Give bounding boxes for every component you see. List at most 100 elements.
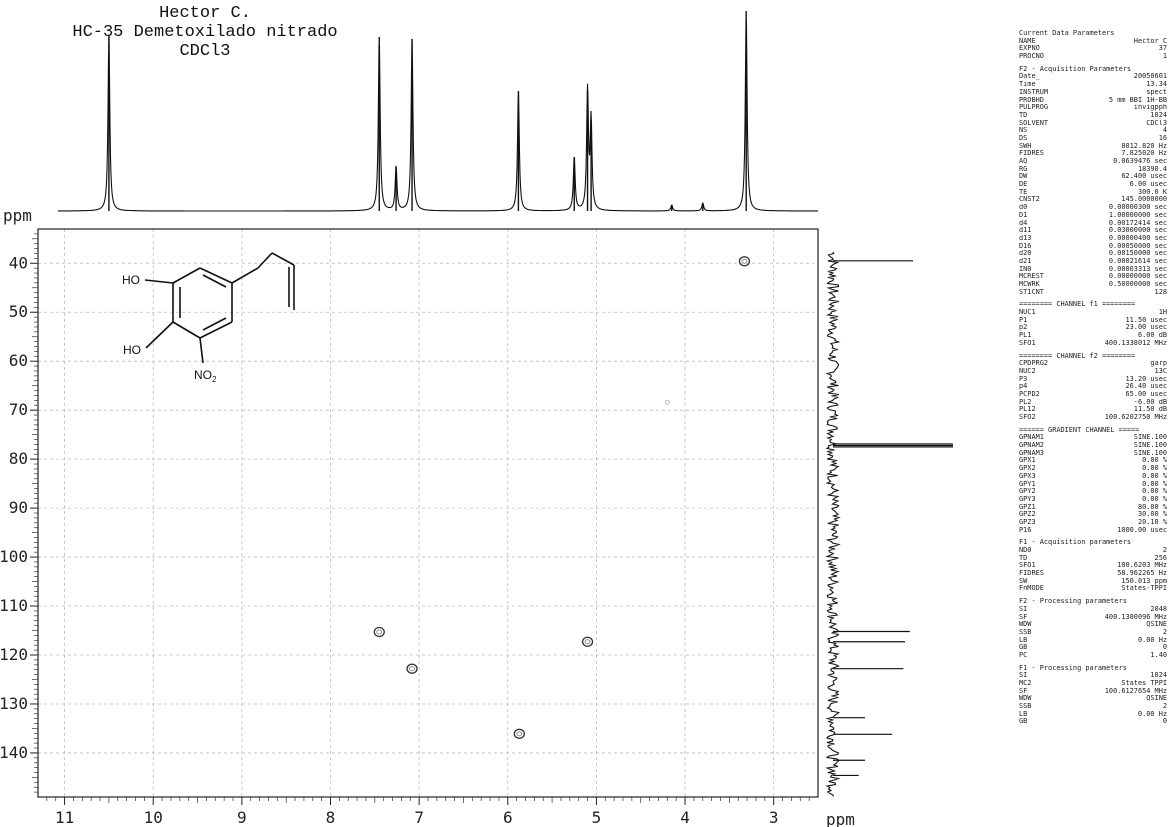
param-key: GPNAM1	[1019, 434, 1044, 442]
x-tick-label: 10	[144, 808, 163, 827]
param-value: 1.40	[1150, 651, 1167, 659]
param-key: D16	[1019, 242, 1032, 250]
param-key: CNST2	[1019, 196, 1040, 204]
hydroxyl-bottom-label: HO	[123, 343, 141, 357]
param-value: 0.0639476 sec	[1113, 158, 1167, 165]
param-key: PC	[1019, 651, 1028, 659]
param-row: Time 13.34	[1019, 81, 1167, 89]
cross-peak-inner-contour	[516, 731, 523, 737]
param-key: GPZ3	[1019, 518, 1036, 526]
param-value: 65.00 usec	[1125, 390, 1168, 398]
param-value: 62.400 usec	[1121, 173, 1167, 181]
param-key: DS	[1019, 134, 1028, 142]
param-key: WDW	[1019, 621, 1032, 629]
param-key: FIDRES	[1019, 570, 1044, 578]
y-tick-label: 50	[9, 302, 28, 321]
param-value: 0.00 Hz	[1137, 636, 1167, 644]
param-value: garp	[1150, 360, 1167, 368]
param-row: D1 1.00000000 sec	[1019, 212, 1167, 220]
param-key: P1	[1019, 316, 1028, 324]
x-tick-label: 7	[414, 808, 424, 827]
param-row: SFO2 100.6202750 MHz	[1019, 414, 1167, 422]
param-value: 2	[1162, 703, 1167, 711]
param-key: p2	[1019, 324, 1028, 332]
param-row: DS 16	[1019, 135, 1167, 143]
param-value: 0	[1162, 644, 1167, 652]
param-value: 23.00 usec	[1125, 324, 1168, 332]
param-value: 1024	[1150, 672, 1167, 680]
param-key: IN0	[1019, 265, 1032, 273]
param-row: d21 0.00021614 sec	[1019, 258, 1167, 266]
param-key: INSTRUM	[1019, 88, 1049, 96]
param-row: SI 1024	[1019, 672, 1167, 680]
param-value: 37	[1158, 45, 1167, 53]
param-value: 0.00 %	[1142, 480, 1167, 488]
param-row: WDW QSINE	[1019, 621, 1167, 629]
param-row: FnMODE States-TPPI	[1019, 585, 1167, 593]
param-row: AQ 0.0639476 sec	[1019, 158, 1167, 166]
param-value: 1.00000000 sec	[1108, 211, 1167, 219]
param-row: NUC1 1H	[1019, 309, 1167, 317]
param-row: ST1CNT 128	[1019, 289, 1167, 297]
param-key: PROCNO	[1019, 53, 1044, 61]
param-value: 6.00 dB	[1137, 332, 1167, 340]
grid-layer	[38, 229, 818, 797]
param-value: 0	[1162, 718, 1167, 726]
param-row: GPX3 0.00 %	[1019, 473, 1167, 481]
param-key: SFO1	[1019, 562, 1036, 570]
param-value: 1	[1162, 53, 1167, 61]
y-tick-label: 140	[0, 743, 28, 762]
y-tick-label: 70	[9, 400, 28, 419]
param-value: 0.00003313 sec	[1108, 265, 1167, 273]
param-key: SW	[1019, 577, 1028, 585]
param-value: 0.00 %	[1142, 472, 1167, 480]
param-key: GPY3	[1019, 495, 1036, 503]
param-key: PL2	[1019, 398, 1032, 406]
param-row: PROBHD 5 mm BBI 1H-BB	[1019, 97, 1167, 105]
y-tick-label: 40	[9, 253, 28, 272]
param-section-header: F2 - Processing parameters	[1019, 597, 1127, 606]
cross-peak-inner-contour	[741, 258, 748, 264]
param-value: 0.00 Hz	[1137, 710, 1167, 718]
param-row: PL12 11.50 dB	[1019, 406, 1167, 414]
param-value: 100.6202750 MHz	[1104, 414, 1167, 421]
param-key: ND0	[1019, 547, 1032, 554]
param-key: GPY2	[1019, 488, 1036, 496]
param-row: SSB 2	[1019, 629, 1167, 637]
param-key: SF	[1019, 613, 1028, 621]
param-row: GPX1 0.00 %	[1019, 457, 1167, 465]
axis-ticks	[30, 233, 810, 805]
y-tick-label: 130	[0, 694, 28, 713]
param-row: GB 0	[1019, 644, 1167, 652]
param-row: MCWRK 0.50000000 sec	[1019, 281, 1167, 289]
carbon-projection-peaks	[833, 260, 953, 777]
param-key: PROBHD	[1019, 96, 1044, 104]
nitro-label: NO2	[194, 368, 217, 384]
param-key: NS	[1019, 127, 1028, 135]
param-value: 0.00000400 sec	[1108, 234, 1167, 242]
param-row: GPZ2 30.00 %	[1019, 511, 1167, 519]
param-key: MCREST	[1019, 273, 1044, 281]
param-key: PL12	[1019, 406, 1036, 414]
cross-peak	[664, 399, 670, 405]
param-value: 0.00172414 sec	[1108, 219, 1167, 227]
param-key: SSB	[1019, 703, 1032, 711]
param-row: LB 0.00 Hz	[1019, 637, 1167, 645]
cross-peaks	[373, 256, 751, 739]
cross-peak	[406, 663, 418, 674]
param-value: 0.00 %	[1142, 495, 1167, 503]
param-row: SI 2048	[1019, 606, 1167, 614]
param-row: GPY1 0.00 %	[1019, 481, 1167, 489]
x-tick-label: 8	[326, 808, 336, 827]
param-section-header: F1 - Processing parameters	[1019, 663, 1127, 672]
param-key: DE	[1019, 181, 1028, 189]
param-row: d0 0.00000300 sec	[1019, 204, 1167, 212]
param-row: MC2 States TPPI	[1019, 680, 1167, 688]
param-value: 100.6127654 MHz	[1104, 687, 1167, 695]
param-row: d4 0.00172414 sec	[1019, 220, 1167, 228]
param-key: MC2	[1019, 680, 1032, 687]
param-key: ST1CNT	[1019, 288, 1044, 296]
param-row: GPX2 0.00 %	[1019, 465, 1167, 473]
param-value: 8012.820 Hz	[1121, 142, 1167, 150]
param-row: P1 11.50 usec	[1019, 317, 1167, 325]
